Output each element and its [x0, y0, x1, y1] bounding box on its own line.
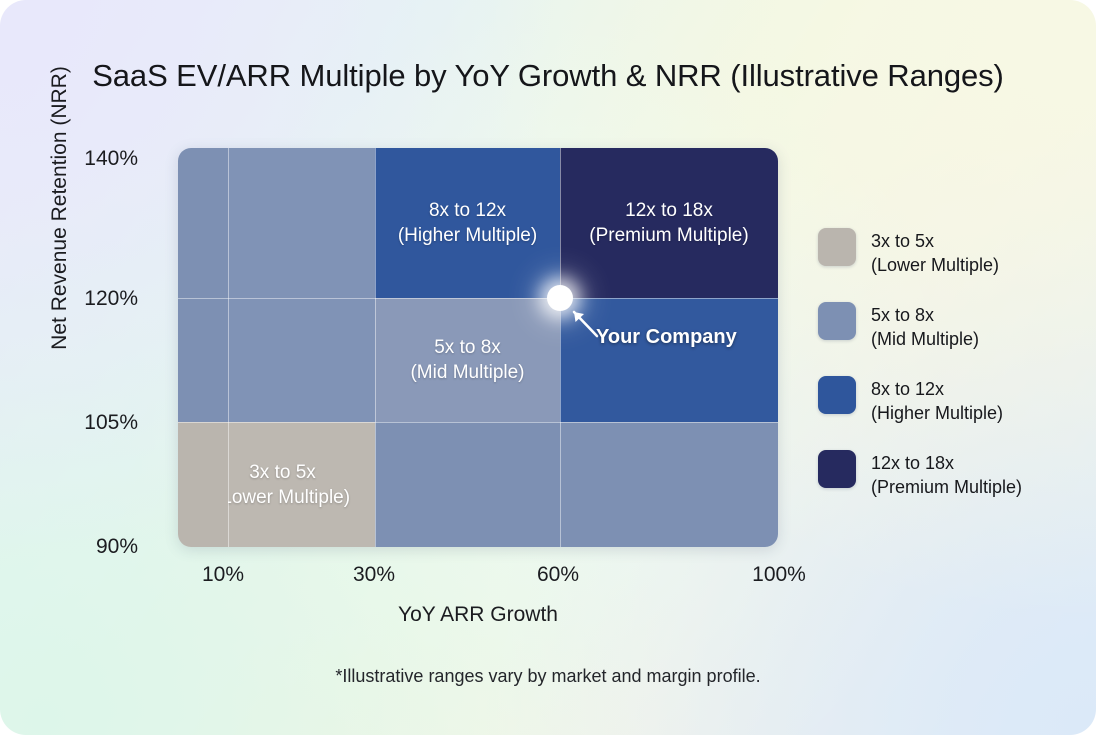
legend-swatch-higher-multiple: [818, 376, 856, 414]
cell-r3c3: [375, 422, 560, 547]
cell-label-lower-multiple: 3x to 5x (Lower Multiple): [228, 460, 375, 510]
cell-label-line1: 8x to 12x: [428, 200, 507, 221]
legend-label-premium-multiple: 12x to 18x (Premium Multiple): [871, 450, 1022, 499]
legend-label-line1: 3x to 5x: [871, 231, 935, 251]
cell-r2c1: [178, 298, 228, 422]
gridline-vertical-3: [560, 148, 561, 547]
cell-label-line2: (Higher Multiple): [397, 225, 538, 246]
legend-item-mid-multiple[interactable]: 5x to 8x (Mid Multiple): [818, 302, 1083, 351]
legend-label-mid-multiple: 5x to 8x (Mid Multiple): [871, 302, 979, 351]
legend-label-line2: (Premium Multiple): [871, 477, 1023, 497]
legend: 3x to 5x (Lower Multiple) 5x to 8x (Mid …: [818, 228, 1083, 524]
legend-item-lower-multiple[interactable]: 3x to 5x (Lower Multiple): [818, 228, 1083, 277]
gridline-vertical-1: [228, 148, 229, 547]
legend-label-higher-multiple: 8x to 12x (Higher Multiple): [871, 376, 1003, 425]
gridline-horizontal-2: [178, 422, 778, 423]
cell-label-line1: 5x to 8x: [434, 337, 501, 358]
legend-label-line1: 12x to 18x: [871, 453, 955, 473]
legend-item-premium-multiple[interactable]: 12x to 18x (Premium Multiple): [818, 450, 1083, 499]
heatmap-grid: 8x to 12x (Higher Multiple) 12x to 18x (…: [178, 148, 778, 547]
gridline-vertical-2: [375, 148, 376, 547]
legend-label-line2: (Higher Multiple): [871, 403, 1004, 423]
cell-label-mid-multiple: 5x to 8x (Mid Multiple): [375, 335, 560, 385]
legend-label-line2: (Lower Multiple): [871, 255, 1000, 275]
cell-r1c3-higher-multiple: 8x to 12x (Higher Multiple): [375, 148, 560, 298]
x-tick-100: 100%: [752, 563, 806, 586]
legend-label-line1: 5x to 8x: [871, 305, 935, 325]
cell-r3c1: [178, 422, 228, 547]
x-tick-60: 60%: [536, 563, 580, 586]
cell-r2c4: [560, 298, 778, 422]
company-marker-label: Your Company: [596, 326, 737, 348]
cell-r3c4: [560, 422, 778, 547]
y-tick-140: 140%: [84, 147, 138, 170]
cell-label-line1: 3x to 5x: [249, 461, 316, 483]
legend-item-higher-multiple[interactable]: 8x to 12x (Higher Multiple): [818, 376, 1083, 425]
cell-r2c3-mid-multiple: 5x to 8x (Mid Multiple): [375, 298, 560, 422]
legend-label-lower-multiple: 3x to 5x (Lower Multiple): [871, 228, 999, 277]
legend-swatch-mid-multiple: [818, 302, 856, 340]
y-tick-90: 90%: [95, 535, 138, 558]
cell-label-line2: (Lower Multiple): [228, 486, 351, 508]
arrow-up-left-icon: [572, 310, 599, 338]
legend-label-line1: 8x to 12x: [871, 379, 945, 399]
chart-footnote: *Illustrative ranges vary by market and …: [335, 666, 761, 686]
cell-label-line2: (Premium Multiple): [589, 225, 749, 246]
legend-label-line2: (Mid Multiple): [871, 329, 980, 349]
cell-r2c2: [228, 298, 375, 422]
y-tick-105: 105%: [84, 411, 138, 434]
cell-label-premium-multiple: 12x to 18x (Premium Multiple): [560, 198, 778, 248]
cell-r3c2-lower-multiple: 3x to 5x (Lower Multiple): [228, 422, 375, 547]
cell-r1c1: [178, 148, 228, 298]
chart-title: SaaS EV/ARR Multiple by YoY Growth & NRR…: [92, 58, 1004, 93]
cell-r1c4-premium-multiple: 12x to 18x (Premium Multiple): [560, 148, 778, 298]
x-tick-10: 10%: [201, 563, 245, 586]
y-tick-120: 120%: [84, 287, 138, 310]
cell-r1c2: [228, 148, 375, 298]
x-tick-30: 30%: [352, 563, 396, 586]
gridline-horizontal-1: [178, 298, 778, 299]
legend-swatch-premium-multiple: [818, 450, 856, 488]
company-position-dot-icon[interactable]: [547, 285, 573, 311]
cell-label-higher-multiple: 8x to 12x (Higher Multiple): [375, 198, 560, 248]
x-axis-label: YoY ARR Growth: [398, 603, 558, 626]
legend-swatch-lower-multiple: [818, 228, 856, 266]
y-axis-label: Net Revenue Retention (NRR): [48, 66, 71, 350]
cell-label-line2: (Mid Multiple): [410, 362, 525, 383]
cell-label-line1: 12x to 18x: [625, 200, 713, 221]
